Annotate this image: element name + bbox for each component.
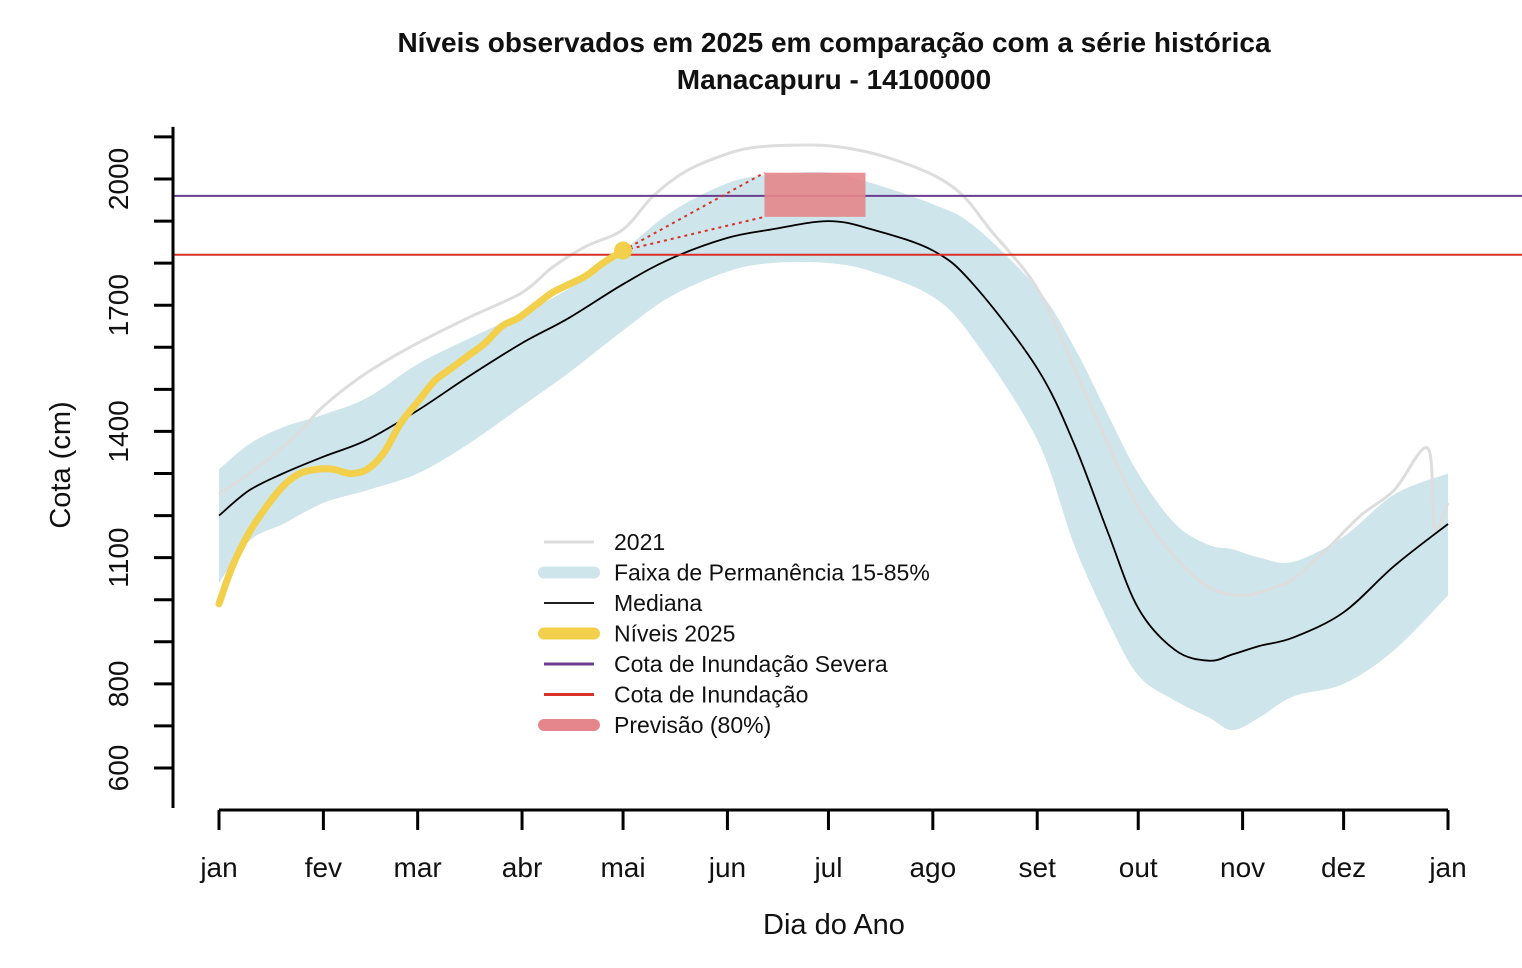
series-line-2021 [218, 143, 1450, 598]
x-tick-label: jan [199, 852, 237, 883]
x-tick-label: jun [708, 852, 746, 883]
y-axis-label: Cota (cm) [45, 401, 77, 528]
niveis-2025-last-point [614, 241, 633, 260]
x-tick-label: jul [813, 852, 842, 883]
chart-subtitle: Manacapuru - 14100000 [677, 64, 991, 95]
x-tick-label: fev [305, 852, 342, 883]
x-tick-label: abr [502, 852, 542, 883]
x-tick-label: set [1019, 852, 1057, 883]
legend-label: Níveis 2025 [614, 621, 735, 647]
y-tick-label: 600 [103, 745, 134, 792]
plot-area [173, 143, 1522, 731]
x-tick-label: mai [600, 852, 645, 883]
y-tick-label: 1700 [103, 274, 134, 336]
legend-label: Cota de Inundação [614, 682, 808, 708]
chart-title: Níveis observados em 2025 em comparação … [397, 27, 1271, 58]
legend-label: Previsão (80%) [614, 712, 771, 738]
legend-label: Mediana [614, 590, 702, 616]
x-axis-label: Dia do Ano [763, 909, 905, 941]
forecast-connector [622, 171, 765, 252]
series-line-niveis-2025 [215, 247, 627, 608]
x-tick-label: out [1119, 852, 1158, 883]
legend-label: Cota de Inundação Severa [614, 651, 888, 677]
y-tick-label: 800 [103, 660, 134, 707]
y-axis: 600 800 1100 1400 1700 2000 [103, 126, 175, 808]
x-tick-label: jan [1428, 852, 1466, 883]
forecast-connector [622, 215, 765, 252]
x-tick-label: mar [394, 852, 442, 883]
legend-label: Faixa de Permanência 15-85% [614, 560, 930, 586]
x-tick-label: ago [909, 852, 956, 883]
series-line-mediana [218, 220, 1449, 662]
legend: 2021 Faixa de Permanência 15-85% Mediana Ní… [538, 529, 930, 738]
forecast-rect [764, 172, 866, 217]
x-tick-label: dez [1321, 852, 1366, 883]
band-faixa-permanencia [219, 172, 1448, 731]
legend-label: 2021 [614, 529, 665, 555]
y-tick-label: 1100 [103, 528, 134, 588]
y-tick-label: 1400 [103, 400, 134, 462]
x-tick-label: nov [1220, 852, 1265, 883]
x-axis: jan fev mar abr mai jun jul ago set out nov dez jan [199, 808, 1467, 883]
y-tick-label: 2000 [103, 148, 134, 210]
